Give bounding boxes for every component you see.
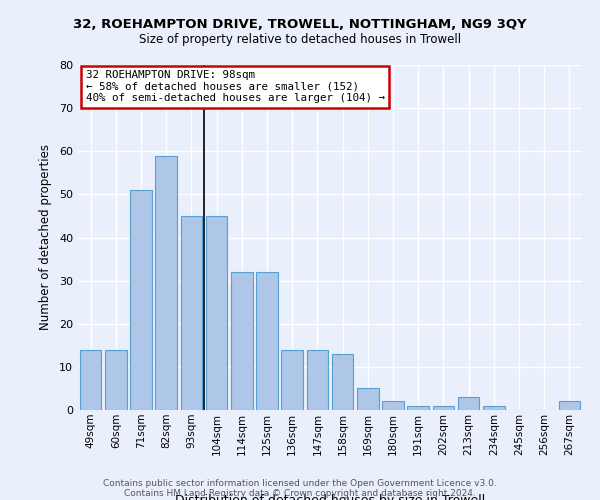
Text: 32, ROEHAMPTON DRIVE, TROWELL, NOTTINGHAM, NG9 3QY: 32, ROEHAMPTON DRIVE, TROWELL, NOTTINGHA…: [73, 18, 527, 30]
Text: Contains public sector information licensed under the Open Government Licence v3: Contains public sector information licen…: [103, 478, 497, 488]
Bar: [458, 397, 479, 410]
Bar: [155, 156, 177, 410]
Bar: [231, 272, 253, 410]
Bar: [382, 402, 404, 410]
Bar: [281, 350, 303, 410]
Bar: [206, 216, 227, 410]
Bar: [181, 216, 202, 410]
Text: Contains HM Land Registry data © Crown copyright and database right 2024.: Contains HM Land Registry data © Crown c…: [124, 488, 476, 498]
Bar: [407, 406, 429, 410]
Text: 32 ROEHAMPTON DRIVE: 98sqm
← 58% of detached houses are smaller (152)
40% of sem: 32 ROEHAMPTON DRIVE: 98sqm ← 58% of deta…: [86, 70, 385, 103]
Y-axis label: Number of detached properties: Number of detached properties: [39, 144, 52, 330]
Bar: [483, 406, 505, 410]
Bar: [357, 388, 379, 410]
X-axis label: Distribution of detached houses by size in Trowell: Distribution of detached houses by size …: [175, 494, 485, 500]
Bar: [307, 350, 328, 410]
Bar: [105, 350, 127, 410]
Bar: [130, 190, 152, 410]
Text: Size of property relative to detached houses in Trowell: Size of property relative to detached ho…: [139, 32, 461, 46]
Bar: [559, 402, 580, 410]
Bar: [256, 272, 278, 410]
Bar: [80, 350, 101, 410]
Bar: [332, 354, 353, 410]
Bar: [433, 406, 454, 410]
